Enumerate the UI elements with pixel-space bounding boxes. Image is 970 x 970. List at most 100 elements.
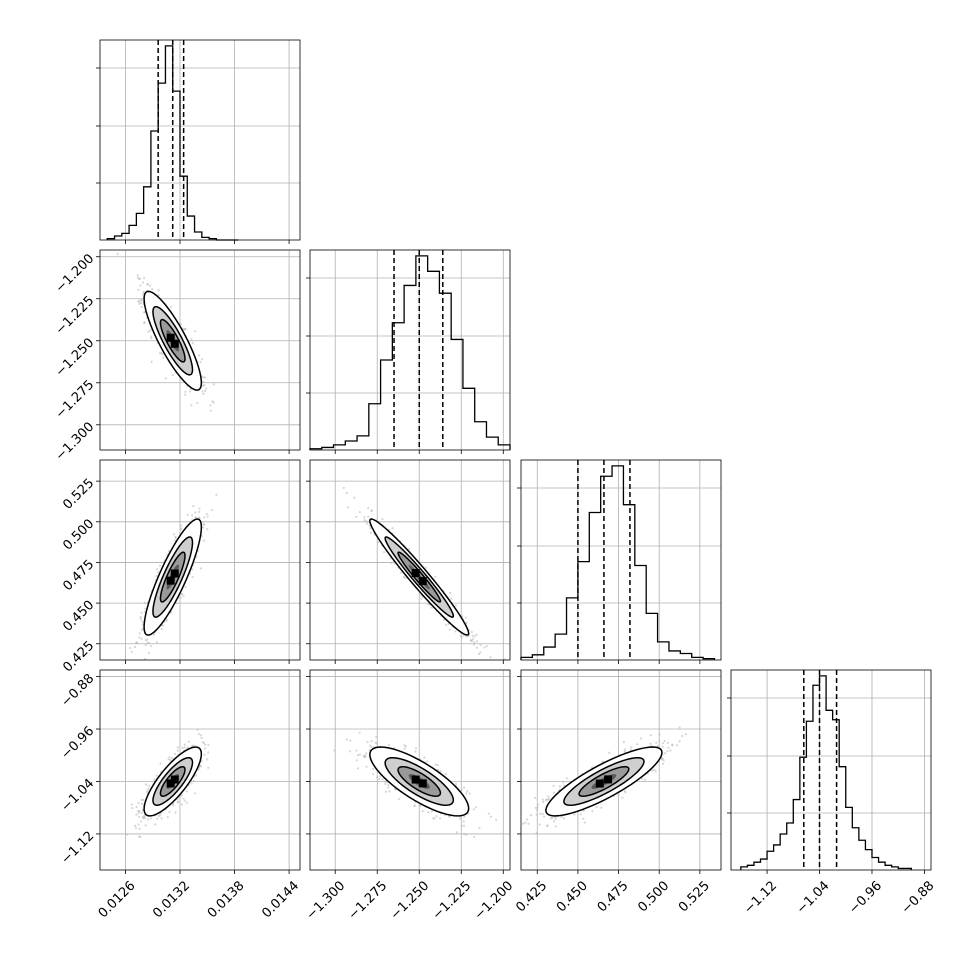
- density-peak: [166, 779, 175, 788]
- sample-point: [210, 508, 214, 512]
- sample-point: [143, 321, 146, 325]
- sample-point: [636, 743, 639, 746]
- sample-point: [439, 817, 442, 820]
- sample-point: [203, 376, 206, 379]
- sample-point: [404, 745, 407, 748]
- sample-point: [475, 646, 479, 649]
- sample-point: [678, 740, 681, 743]
- density-contour: [384, 536, 455, 618]
- sample-point: [174, 811, 177, 814]
- sample-point: [200, 736, 203, 740]
- sample-point: [552, 784, 555, 787]
- sample-point: [138, 302, 141, 305]
- sample-point: [143, 601, 146, 605]
- panel-frame: [730, 669, 932, 871]
- sample-point: [203, 753, 206, 756]
- sample-point: [471, 637, 475, 641]
- sample-point: [562, 784, 566, 787]
- y-tick-label: 0.425: [60, 638, 97, 675]
- sample-point: [191, 341, 194, 344]
- sample-point: [146, 789, 149, 793]
- sample-point: [470, 639, 474, 643]
- sample-point: [524, 821, 527, 824]
- sample-point: [370, 509, 373, 512]
- sample-point: [622, 741, 625, 744]
- sample-point: [474, 806, 478, 809]
- sample-point: [358, 510, 361, 514]
- sample-point: [397, 797, 400, 801]
- sample-point: [137, 823, 140, 826]
- sample-point: [465, 621, 468, 624]
- sample-point: [591, 810, 594, 813]
- sample-point: [194, 330, 197, 333]
- x-tick-label: −1.225: [430, 878, 475, 923]
- sample-point: [207, 743, 210, 746]
- density-panel-2-3: [514, 669, 722, 874]
- sample-point: [542, 800, 545, 804]
- sample-point: [663, 740, 666, 743]
- sample-point: [160, 352, 163, 355]
- sample-point: [190, 404, 193, 407]
- histogram-bar: [761, 859, 768, 870]
- sample-point: [159, 762, 162, 765]
- histogram-bar: [879, 862, 886, 870]
- y-tick-label: −0.96: [59, 724, 98, 763]
- sample-point: [403, 747, 406, 750]
- sample-point: [190, 745, 194, 748]
- density-peak: [170, 339, 179, 348]
- x-tick-label: 0.475: [595, 878, 632, 915]
- histogram-bar: [872, 857, 879, 870]
- density-peak: [170, 775, 179, 784]
- panel-content: [342, 486, 506, 660]
- sample-point: [172, 533, 176, 536]
- sample-point: [207, 751, 210, 754]
- sample-point: [191, 514, 194, 517]
- sample-point: [436, 764, 439, 767]
- histogram-bar: [669, 651, 680, 660]
- sample-point: [138, 809, 141, 813]
- sample-point: [131, 807, 134, 810]
- sample-point: [167, 758, 170, 761]
- x-tick-label: −1.200: [472, 878, 517, 923]
- sample-point: [202, 741, 206, 745]
- sample-point: [140, 637, 143, 640]
- y-tick-label: 0.525: [60, 476, 97, 513]
- sample-point: [198, 507, 201, 510]
- density-contour: [152, 536, 194, 618]
- sample-point: [135, 813, 138, 816]
- histogram-panel-0: [96, 39, 301, 244]
- sample-point: [514, 806, 516, 808]
- sample-point: [179, 596, 182, 599]
- sample-point: [181, 746, 184, 749]
- sample-point: [151, 288, 154, 291]
- sample-point: [345, 491, 348, 495]
- sample-point: [136, 276, 140, 279]
- density-panel-0-1: [96, 249, 301, 454]
- sample-point: [149, 644, 153, 648]
- sample-point: [640, 777, 644, 780]
- panel-frame: [520, 669, 722, 871]
- sample-point: [473, 635, 476, 638]
- sample-point: [177, 800, 180, 803]
- sample-point: [355, 749, 358, 752]
- sample-point: [355, 515, 358, 518]
- panel-frame: [99, 459, 301, 661]
- sample-point: [157, 289, 160, 292]
- panel-content: [128, 493, 218, 684]
- sample-point: [545, 824, 549, 827]
- sample-point: [623, 789, 626, 793]
- sample-point: [183, 746, 186, 749]
- sample-point: [471, 634, 474, 637]
- sample-point: [435, 815, 438, 818]
- sample-point: [658, 739, 661, 743]
- sample-point: [370, 740, 373, 743]
- histogram-bar: [774, 845, 781, 870]
- sample-point: [186, 513, 189, 516]
- sample-point: [128, 682, 130, 684]
- histogram-bar: [136, 213, 143, 240]
- sample-point: [454, 782, 458, 785]
- histogram-bar: [555, 634, 566, 660]
- sample-point: [662, 759, 665, 762]
- histogram-bar: [165, 46, 172, 240]
- x-tick-label: 0.500: [635, 878, 672, 915]
